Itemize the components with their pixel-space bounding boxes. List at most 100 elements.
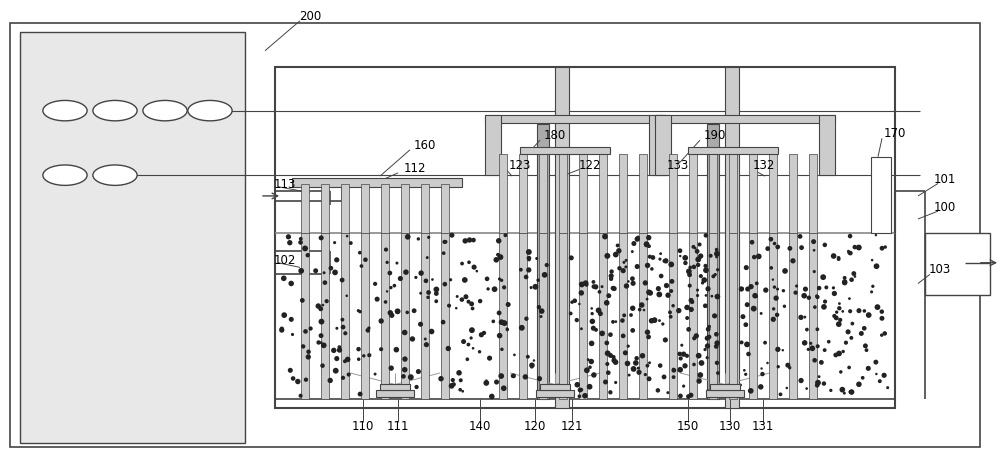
Bar <box>639 154 647 233</box>
Point <box>497 231 513 239</box>
Point <box>692 241 708 248</box>
Point <box>837 279 853 286</box>
Point <box>458 293 474 301</box>
Point <box>369 296 385 303</box>
Point <box>573 386 589 393</box>
Text: 190: 190 <box>704 130 726 142</box>
Point <box>634 301 650 309</box>
Point <box>410 368 426 375</box>
Point <box>499 326 515 333</box>
Point <box>637 279 653 287</box>
Point <box>448 304 464 312</box>
Point <box>840 328 856 336</box>
Point <box>451 369 467 377</box>
Point <box>313 318 329 325</box>
Point <box>571 300 587 307</box>
Bar <box>599 154 607 233</box>
Point <box>823 387 839 394</box>
Point <box>594 330 610 337</box>
Point <box>631 369 647 376</box>
Point <box>388 346 404 354</box>
Point <box>810 379 826 386</box>
Bar <box>619 154 627 233</box>
Point <box>606 357 622 364</box>
Point <box>817 346 833 354</box>
Point <box>630 234 646 241</box>
Point <box>496 284 512 291</box>
Point <box>785 257 801 265</box>
Point <box>804 343 820 350</box>
Point <box>780 361 796 369</box>
Point <box>620 278 636 285</box>
Point <box>446 381 462 388</box>
Point <box>691 352 707 360</box>
Point <box>424 276 440 283</box>
Point <box>461 259 477 266</box>
Point <box>353 262 369 270</box>
Point <box>672 366 688 373</box>
Point <box>388 384 404 391</box>
Bar <box>579 233 587 399</box>
Point <box>835 307 851 315</box>
Point <box>308 267 324 274</box>
Point <box>500 301 516 308</box>
Point <box>770 285 786 293</box>
Point <box>794 244 810 251</box>
Point <box>599 252 615 260</box>
Point <box>316 342 332 349</box>
Text: 121: 121 <box>561 420 583 433</box>
Text: 131: 131 <box>752 420 774 433</box>
Point <box>533 313 549 320</box>
Point <box>323 265 339 272</box>
Point <box>337 330 353 337</box>
Text: 180: 180 <box>544 130 566 142</box>
Point <box>396 390 412 398</box>
Circle shape <box>188 100 232 121</box>
Bar <box>769 233 777 399</box>
Point <box>833 368 849 376</box>
Point <box>444 231 460 239</box>
Point <box>594 283 610 290</box>
Bar <box>655 115 671 175</box>
Bar <box>749 233 757 399</box>
Point <box>300 252 316 259</box>
Bar <box>537 124 549 399</box>
Point <box>705 272 721 280</box>
Bar <box>321 184 329 233</box>
Point <box>496 319 512 327</box>
Point <box>644 265 660 272</box>
Point <box>454 296 470 303</box>
Point <box>392 275 408 282</box>
Point <box>625 327 641 334</box>
Point <box>769 311 785 319</box>
Point <box>397 355 413 363</box>
Point <box>419 254 435 261</box>
Point <box>298 328 314 335</box>
Point <box>809 382 825 389</box>
Point <box>315 362 331 369</box>
Point <box>632 306 648 313</box>
Point <box>738 321 754 328</box>
Point <box>606 285 622 292</box>
Point <box>847 243 863 251</box>
Point <box>641 242 657 250</box>
Point <box>861 311 877 319</box>
Point <box>521 254 537 262</box>
Bar <box>485 115 665 123</box>
Point <box>733 381 749 389</box>
Bar <box>789 233 797 399</box>
Point <box>846 270 862 277</box>
Point <box>489 378 505 386</box>
Point <box>436 249 452 257</box>
Point <box>676 350 692 358</box>
Point <box>350 307 366 314</box>
Point <box>340 356 356 363</box>
Point <box>491 237 507 244</box>
Point <box>665 366 681 373</box>
Point <box>617 349 633 356</box>
Point <box>641 289 657 296</box>
Text: 160: 160 <box>414 139 436 152</box>
Point <box>437 238 453 246</box>
Point <box>603 352 619 360</box>
Bar <box>669 233 677 399</box>
